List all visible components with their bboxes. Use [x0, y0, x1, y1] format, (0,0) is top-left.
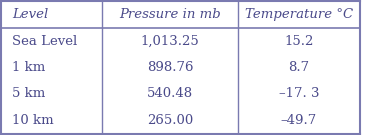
Text: Level: Level — [12, 8, 48, 21]
Text: Temperature °C: Temperature °C — [245, 8, 353, 21]
Text: –17. 3: –17. 3 — [279, 87, 319, 100]
Text: Sea Level: Sea Level — [12, 35, 77, 48]
Text: –49.7: –49.7 — [281, 114, 317, 127]
Text: 265.00: 265.00 — [147, 114, 193, 127]
Text: 8.7: 8.7 — [288, 61, 309, 74]
Text: 5 km: 5 km — [12, 87, 46, 100]
Text: 898.76: 898.76 — [147, 61, 193, 74]
Text: 1 km: 1 km — [12, 61, 46, 74]
Text: Pressure in mb: Pressure in mb — [119, 8, 221, 21]
Text: 1,013.25: 1,013.25 — [141, 35, 199, 48]
Text: 15.2: 15.2 — [284, 35, 314, 48]
Text: 540.48: 540.48 — [147, 87, 193, 100]
Text: 10 km: 10 km — [12, 114, 54, 127]
